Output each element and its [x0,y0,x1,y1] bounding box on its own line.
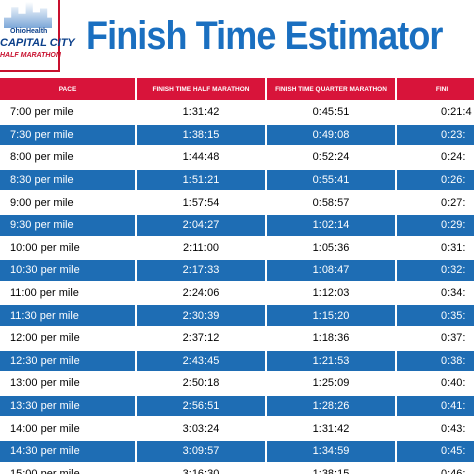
time-cell: 1:05:36 [267,237,395,259]
logo: OhioHealth CAPITAL CITY HALF MARATHON [0,0,75,72]
pace-cell: 8:30 per mile [0,169,135,191]
time-cell: 0:21:4 [397,102,474,123]
time-cell: 1:21:53 [267,350,395,372]
time-cell: 2:56:51 [137,395,265,417]
pace-cell: 9:00 per mile [0,192,135,213]
pace-cell: 11:00 per mile [0,282,135,304]
time-cell: 0:29: [397,215,474,236]
column-header: PACE [0,78,135,100]
pace-cell: 14:30 per mile [0,441,135,462]
time-cell: 3:09:57 [137,441,265,462]
time-cell: 0:35: [397,305,474,326]
time-cell: 1:08:47 [267,260,395,281]
time-cell: 1:02:14 [267,215,395,236]
time-cell: 1:44:48 [137,147,265,168]
time-cell: 1:51:21 [137,169,265,191]
pace-cell: 10:00 per mile [0,237,135,259]
time-cell: 1:25:09 [267,373,395,394]
pace-cell: 13:00 per mile [0,373,135,394]
time-cell: 1:12:03 [267,282,395,304]
pace-cell: 11:30 per mile [0,305,135,326]
time-cell: 0:23: [397,124,474,146]
time-cell: 0:46: [397,463,474,474]
pace-cell: 12:00 per mile [0,328,135,349]
time-cell: 0:38: [397,350,474,372]
time-cell: 1:31:42 [137,102,265,123]
time-cell: 0:58:57 [267,192,395,213]
pace-cell: 8:00 per mile [0,147,135,168]
time-cell: 0:52:24 [267,147,395,168]
pace-cell: 12:30 per mile [0,350,135,372]
time-cell: 0:24: [397,147,474,168]
pace-cell: 7:00 per mile [0,102,135,123]
time-cell: 0:49:08 [267,124,395,146]
time-cell: 1:38:15 [137,124,265,146]
pace-cell: 14:00 per mile [0,418,135,439]
time-cell: 1:31:42 [267,418,395,439]
time-cell: 1:34:59 [267,441,395,462]
logo-skyline [4,2,52,28]
time-cell: 1:28:26 [267,395,395,417]
pace-cell: 7:30 per mile [0,124,135,146]
pace-cell: 15:00 per mile [0,463,135,474]
time-cell: 2:50:18 [137,373,265,394]
time-cell: 3:03:24 [137,418,265,439]
column-header: FINI [397,78,474,100]
time-cell: 1:18:36 [267,328,395,349]
time-cell: 3:16:30 [137,463,265,474]
time-cell: 0:27: [397,192,474,213]
time-cell: 0:41: [397,395,474,417]
column-header: FINISH TIME HALF MARATHON [137,78,265,100]
time-cell: 2:17:33 [137,260,265,281]
time-cell: 0:31: [397,237,474,259]
time-cell: 2:43:45 [137,350,265,372]
time-cell: 0:45: [397,441,474,462]
time-cell: 0:26: [397,169,474,191]
time-cell: 1:15:20 [267,305,395,326]
time-cell: 0:32: [397,260,474,281]
time-cell: 0:43: [397,418,474,439]
pace-cell: 9:30 per mile [0,215,135,236]
time-cell: 0:55:41 [267,169,395,191]
time-cell: 2:24:06 [137,282,265,304]
pace-cell: 13:30 per mile [0,395,135,417]
logo-text: HALF MARATHON [0,52,61,59]
page-title: Finish Time Estimator [86,14,443,58]
time-cell: 1:38:15 [267,463,395,474]
time-cell: 1:57:54 [137,192,265,213]
pace-cell: 10:30 per mile [0,260,135,281]
time-cell: 0:34: [397,282,474,304]
time-cell: 0:45:51 [267,102,395,123]
time-cell: 2:30:39 [137,305,265,326]
time-cell: 0:40: [397,373,474,394]
time-cell: 0:37: [397,328,474,349]
column-header: FINISH TIME QUARTER MARATHON [267,78,395,100]
logo-text: OhioHealth [10,28,48,35]
logo-text: CAPITAL CITY [0,37,75,49]
time-cell: 2:11:00 [137,237,265,259]
time-cell: 2:37:12 [137,328,265,349]
time-cell: 2:04:27 [137,215,265,236]
